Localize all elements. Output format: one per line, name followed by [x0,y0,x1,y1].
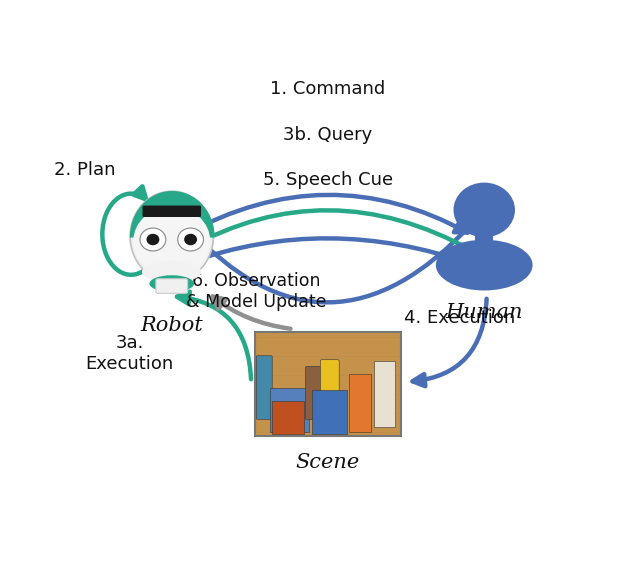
FancyBboxPatch shape [255,332,401,436]
Circle shape [184,234,197,245]
Text: Robot: Robot [140,316,203,335]
FancyBboxPatch shape [374,361,395,427]
Circle shape [454,183,515,237]
Circle shape [140,228,166,251]
Text: 1. Command: 1. Command [270,80,386,97]
FancyBboxPatch shape [305,366,321,420]
Text: 3b. Query: 3b. Query [284,126,372,144]
FancyBboxPatch shape [269,387,309,431]
Ellipse shape [436,240,532,291]
Ellipse shape [150,275,194,292]
Text: 4. Execution: 4. Execution [404,309,515,327]
Ellipse shape [133,207,210,275]
FancyBboxPatch shape [272,401,305,434]
Circle shape [178,228,204,251]
FancyBboxPatch shape [257,356,272,419]
Text: Human: Human [445,303,523,321]
FancyBboxPatch shape [312,390,347,434]
FancyBboxPatch shape [156,279,188,293]
Text: Scene: Scene [296,453,360,472]
FancyBboxPatch shape [143,206,201,217]
Text: 6. Observation
& Model Update: 6. Observation & Model Update [186,272,326,311]
FancyBboxPatch shape [476,212,493,241]
Circle shape [147,234,159,245]
Text: 3a.
Execution: 3a. Execution [86,334,173,373]
FancyBboxPatch shape [320,360,339,424]
FancyBboxPatch shape [349,374,371,431]
Text: 5. Speech Cue: 5. Speech Cue [263,171,393,189]
Ellipse shape [142,261,202,282]
Ellipse shape [130,191,213,282]
Text: 2. Plan: 2. Plan [54,161,116,179]
